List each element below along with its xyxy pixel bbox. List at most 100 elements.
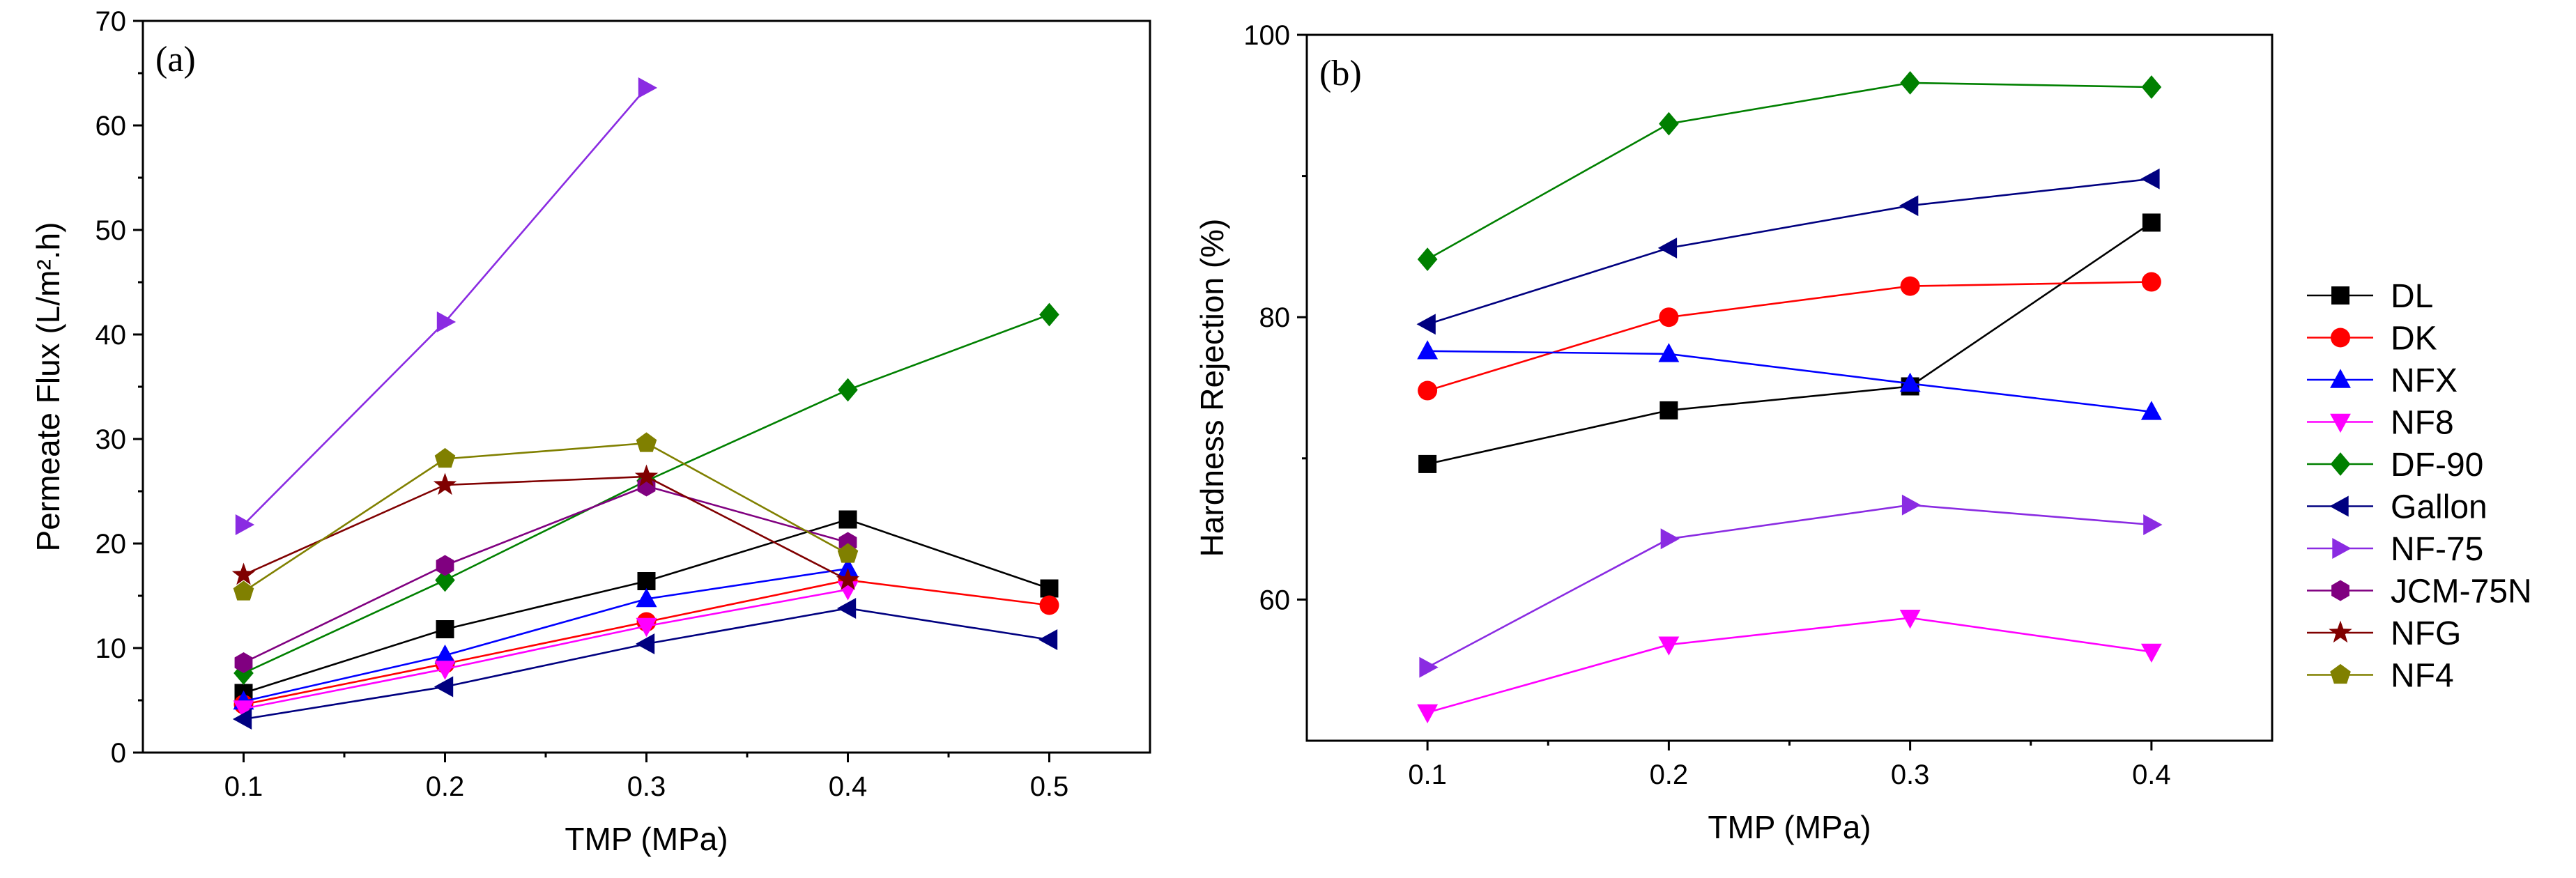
y-tick-label: 50: [95, 215, 127, 246]
legend-entry-dk: DK: [2307, 321, 2437, 357]
legend-entry-nf8: NF8: [2307, 405, 2454, 442]
panel-b-chart: 60 80 100 0.1 0.2 0.3 0.4 TMP (MPa) Hardness Rej…: [1194, 20, 2274, 845]
panel-label: (a): [155, 40, 196, 79]
data-point-nf-75: [1660, 528, 1680, 550]
legend-marker-nfg: [2329, 620, 2352, 643]
legend-label: DK: [2391, 321, 2437, 357]
data-point-nf4: [636, 432, 657, 452]
legend-entry-nf4: NF4: [2307, 658, 2454, 695]
series-line-jcm-75n: [243, 485, 848, 664]
y-tick-label: 100: [1243, 20, 1290, 51]
series-line-nf8: [1427, 617, 2152, 714]
y-tick-label: 40: [95, 320, 127, 351]
series-line-dl: [1427, 222, 2152, 465]
data-point-nf4: [233, 580, 254, 601]
panel-a-chart: 0 10 20 30 40 50 60 70 0.1 0.2 0.3 0.4 0.5 TMP (MPa) P…: [30, 6, 1151, 857]
data-point-nf4: [837, 543, 859, 563]
legend-entry-df-90: DF-90: [2307, 447, 2483, 484]
y-tick-label: 70: [95, 6, 127, 37]
data-point-gallon: [836, 598, 857, 619]
legend-marker-gallon: [2329, 495, 2349, 517]
series-line-nf-75: [1427, 504, 2152, 668]
data-point-nf8: [1899, 610, 1921, 629]
legend-label: Gallon: [2391, 489, 2487, 526]
series-df-90: [1417, 71, 2162, 271]
legend-label: NFG: [2391, 615, 2461, 652]
data-point-nf-75: [235, 514, 255, 535]
legend-entry-jcm-75n: JCM-75N: [2307, 573, 2532, 610]
data-point-nfg: [433, 472, 457, 495]
legend-marker-df-90: [2330, 452, 2351, 476]
data-point-dk: [1900, 276, 1920, 296]
data-point-jcm-75n: [234, 652, 253, 673]
data-point-df-90: [1417, 247, 1438, 271]
x-tick-label: 0.3: [1891, 760, 1930, 790]
series-line-nf4: [243, 442, 849, 593]
x-tick-label: 0.2: [426, 771, 465, 802]
y-tick-label: 60: [1259, 585, 1291, 615]
data-point-nfx: [636, 587, 657, 608]
series-line-nfx: [1427, 350, 2152, 413]
legend-marker-nf8: [2330, 413, 2351, 433]
data-point-nf8: [1417, 704, 1439, 724]
x-tick-label: 0.4: [2132, 760, 2171, 790]
legend-entry-nf-75: NF-75: [2307, 531, 2483, 568]
series-line-dk: [1427, 281, 2152, 392]
x-axis-title: TMP (MPa): [565, 821, 728, 857]
legend-marker-dk: [2331, 328, 2350, 348]
series-line-nfx: [243, 567, 848, 702]
data-point-dl: [436, 620, 454, 638]
series-line-nfg: [243, 475, 849, 581]
x-tick-label: 0.4: [829, 771, 868, 802]
y-tick-label: 10: [95, 633, 127, 664]
data-point-dk: [1418, 380, 1438, 401]
data-point-gallon: [434, 676, 454, 698]
data-point-dk: [1659, 307, 1679, 328]
data-point-gallon: [1657, 238, 1678, 259]
legend-label: NF4: [2391, 658, 2454, 695]
legend-label: NF8: [2391, 405, 2454, 442]
series-nf-75: [1419, 494, 2163, 678]
data-point-df-90: [1039, 302, 1059, 327]
data-point-nfg: [836, 568, 860, 590]
x-axis-title: TMP (MPa): [1708, 809, 1871, 845]
data-point-df-90: [838, 378, 858, 402]
x-tick-label: 0.3: [627, 771, 666, 802]
legend-label: DF-90: [2391, 447, 2483, 484]
data-point-gallon: [635, 633, 655, 654]
data-point-nf-75: [1419, 656, 1439, 678]
legend-marker-jcm-75n: [2331, 580, 2349, 601]
legend-label: JCM-75N: [2391, 573, 2532, 610]
data-point-gallon: [232, 709, 252, 730]
data-point-nfx: [1417, 340, 1439, 360]
series-nfx: [1417, 340, 2162, 420]
data-point-nf4: [434, 447, 456, 468]
series-line-df-90: [1427, 82, 2152, 261]
data-point-nfx: [434, 644, 456, 664]
data-point-df-90: [1659, 111, 1679, 136]
series-nf8: [233, 581, 859, 720]
data-point-nf-75: [1901, 494, 1922, 516]
x-tick-label: 0.2: [1650, 760, 1689, 790]
data-point-gallon: [1899, 195, 1919, 217]
data-point-nf8: [2140, 643, 2162, 663]
series-gallon: [1416, 168, 2160, 335]
series-nf-75: [235, 77, 658, 535]
data-point-nf-75: [436, 311, 457, 332]
y-tick-label: 80: [1259, 302, 1291, 333]
series-line-nf8: [243, 588, 848, 710]
legend-marker-nf4: [2330, 663, 2351, 684]
data-point-gallon: [1416, 314, 1436, 335]
data-point-gallon: [2140, 168, 2160, 190]
series-nf4: [233, 432, 859, 601]
data-point-nf8: [1658, 636, 1680, 656]
y-axis-title: Hardness Rejection (%): [1194, 219, 1230, 557]
data-point-df-90: [435, 568, 455, 592]
data-point-nfx: [2140, 401, 2162, 420]
plot-frame: [1305, 33, 2274, 742]
legend-label: NFX: [2391, 362, 2458, 399]
y-axis-title: Permeate Flux (L/m².h): [30, 222, 66, 552]
data-point-nfg: [231, 562, 256, 585]
panel-label: (b): [1319, 54, 1362, 93]
legend-marker-nf-75: [2332, 538, 2352, 559]
